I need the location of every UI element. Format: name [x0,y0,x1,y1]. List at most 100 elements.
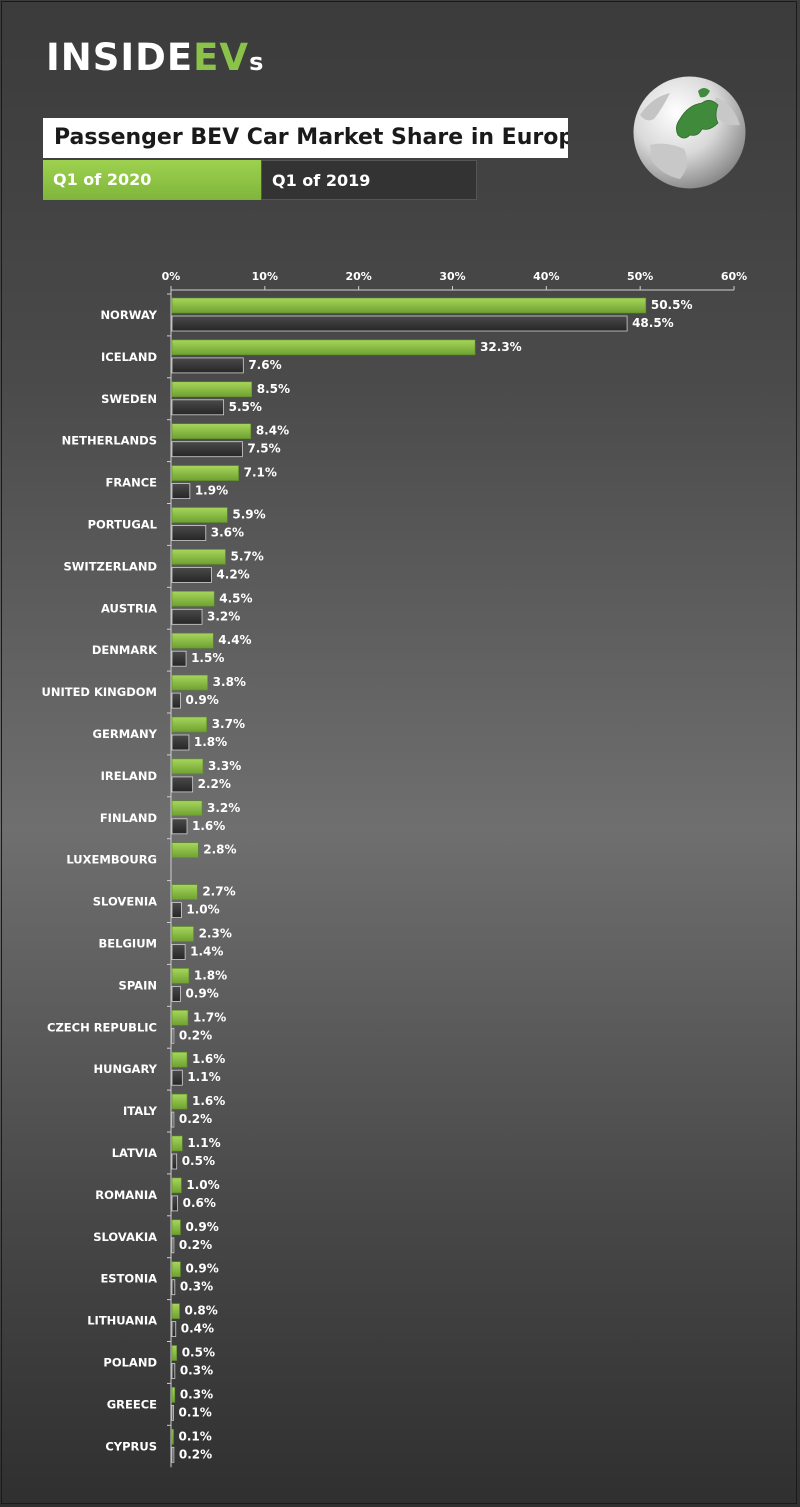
bar-q1-2020 [171,381,253,398]
x-tick-label: 10% [252,270,278,283]
bar-q1-2019 [171,776,194,793]
bar-q1-2019 [171,441,243,458]
data-label-q1-2019: 1.1% [187,1070,220,1084]
category-label: SLOVAKIA [93,1230,157,1244]
data-label-q1-2019: 3.2% [207,609,240,623]
data-label-q1-2020: 1.1% [187,1136,220,1150]
category-label: NORWAY [100,308,157,322]
europe-globe-icon [633,76,746,189]
data-label-q1-2019: 0.5% [182,1154,215,1168]
data-label-q1-2020: 50.5% [651,298,693,312]
data-label-q1-2019: 0.2% [179,1238,212,1252]
data-label-q1-2020: 1.6% [192,1094,225,1108]
data-label-q1-2019: 0.3% [180,1280,213,1294]
data-label-q1-2019: 0.4% [181,1322,214,1336]
data-label-q1-2020: 0.1% [179,1429,212,1443]
bar-q1-2020 [171,1177,182,1194]
data-label-q1-2019: 48.5% [632,316,674,330]
bar-q1-2019 [171,818,188,835]
category-label: FINLAND [100,811,157,825]
bar-q1-2020 [171,1261,181,1277]
x-tick-label: 0% [162,270,181,283]
category-label: ESTONIA [100,1272,157,1286]
data-label-q1-2020: 2.3% [199,927,232,941]
bar-q1-2019 [171,1363,176,1379]
data-label-q1-2020: 2.7% [202,885,235,899]
bar-q1-2020 [171,1345,177,1361]
category-label: FRANCE [105,476,157,490]
data-label-q1-2020: 3.8% [213,675,246,689]
data-label-q1-2020: 5.9% [232,508,265,522]
legend-q1-2020: Q1 of 2020 [43,160,261,200]
data-label-q1-2019: 2.2% [198,777,231,791]
data-label-q1-2019: 7.6% [248,358,281,372]
bar-q1-2020 [171,423,252,440]
bar-q1-2019 [171,1153,178,1170]
bar-q1-2020 [171,1135,183,1152]
bar-q1-2019 [171,357,244,374]
x-tick-label: 50% [627,270,653,283]
data-label-q1-2020: 32.3% [480,340,522,354]
category-label: PORTUGAL [88,517,158,531]
data-label-q1-2020: 8.4% [256,424,289,438]
bar-q1-2019 [171,525,207,541]
bar-q1-2019 [171,986,181,1002]
data-label-q1-2020: 3.7% [212,717,245,731]
category-label: BELGIUM [99,936,157,950]
category-label: HUNGARY [94,1062,158,1076]
data-label-q1-2019: 0.2% [179,1112,212,1126]
bar-q1-2020 [171,1219,181,1236]
data-label-q1-2019: 1.6% [192,819,225,833]
category-label: GERMANY [93,727,158,741]
bar-q1-2020 [171,716,208,733]
data-label-q1-2020: 0.9% [185,1220,218,1234]
data-label-q1-2019: 1.5% [191,651,224,665]
bar-q1-2020 [171,297,647,314]
data-label-q1-2020: 3.2% [207,801,240,815]
category-label: CYPRUS [105,1439,157,1453]
x-tick-label: 60% [721,270,747,283]
chart-title: Passenger BEV Car Market Share in Europe [43,118,568,158]
insideevs-logo: INSIDEEVs [46,36,264,79]
data-label-q1-2019: 1.9% [195,484,228,498]
data-label-q1-2020: 0.5% [182,1346,215,1360]
data-label-q1-2019: 0.3% [180,1364,213,1378]
data-label-q1-2019: 0.9% [185,693,218,707]
data-label-q1-2020: 0.3% [180,1387,213,1401]
bar-q1-2019 [171,399,225,416]
bar-q1-2019 [171,1279,176,1296]
data-label-q1-2020: 0.8% [185,1304,218,1318]
category-label: LITHUANIA [87,1314,157,1328]
data-label-q1-2019: 7.5% [247,442,280,456]
data-label-q1-2020: 8.5% [257,382,290,396]
legend-q1-2019: Q1 of 2019 [261,160,477,200]
bar-q1-2020 [171,465,239,481]
data-label-q1-2020: 1.0% [186,1178,219,1192]
bar-q1-2020 [171,968,190,984]
bar-q1-2019 [171,483,191,500]
category-label: NETHERLANDS [62,434,157,448]
bar-q1-2020 [171,1303,180,1319]
bar-q1-2020 [171,1009,189,1026]
bar-q1-2019 [171,902,182,918]
bar-q1-2019 [171,315,628,332]
data-label-q1-2019: 1.0% [186,903,219,917]
data-label-q1-2019: 0.9% [185,986,218,1000]
data-label-q1-2020: 3.3% [208,759,241,773]
data-label-q1-2020: 1.8% [194,968,227,982]
data-label-q1-2019: 0.6% [183,1196,216,1210]
data-label-q1-2019: 5.5% [229,400,262,414]
bar-q1-2020 [171,632,214,649]
bar-q1-2020 [171,800,203,817]
bar-q1-2019 [171,692,181,709]
bar-q1-2020 [171,1051,188,1068]
bar-q1-2019 [171,734,190,751]
category-label: DENMARK [92,643,158,657]
category-label: ICELAND [101,350,157,364]
category-label: SWEDEN [101,392,157,406]
bar-q1-2019 [171,1069,183,1086]
category-label: IRELAND [101,769,157,783]
bar-q1-2019 [171,1405,174,1421]
bar-q1-2019 [171,944,186,960]
